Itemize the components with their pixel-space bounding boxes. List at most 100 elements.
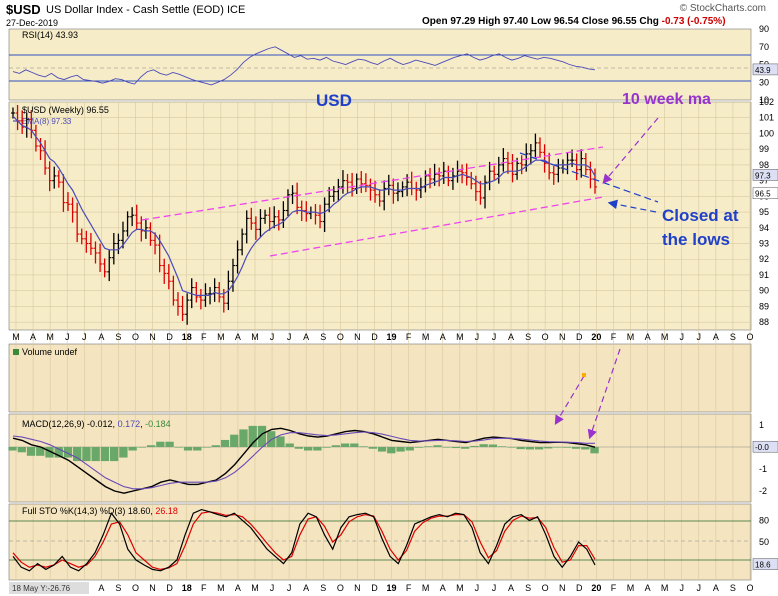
- price-bar: [464, 163, 469, 186]
- macd-hist-bar: [571, 447, 581, 449]
- macd-hist-bar: [165, 441, 174, 447]
- x-tick-label: A: [645, 332, 651, 342]
- rsi-tick-label: 10: [759, 95, 769, 105]
- x-tick-label-bottom: 20: [591, 583, 601, 593]
- price-bar: [400, 181, 405, 198]
- quote-high-value: 97.40: [503, 16, 529, 27]
- arrow-ma: [602, 117, 659, 184]
- price-bar: [533, 133, 538, 159]
- macd-hist-bar: [442, 447, 451, 448]
- macd-hist-bar: [304, 447, 313, 451]
- x-tick-label-bottom: 18: [182, 583, 192, 593]
- volume-panel: [8, 343, 752, 413]
- x-tick-label: M: [422, 332, 430, 342]
- price-bar: [185, 293, 190, 325]
- macd-hist-bar: [470, 445, 479, 447]
- price-bar: [428, 167, 433, 189]
- price-tick-label: 99: [759, 144, 769, 154]
- macd-hist-bar: [110, 447, 119, 462]
- x-tick-label-bottom: A: [98, 583, 104, 593]
- x-tick-label: J: [697, 332, 702, 342]
- x-tick-label: D: [371, 332, 378, 342]
- price-bar: [336, 178, 341, 201]
- price-bar: [194, 282, 199, 303]
- price-bar: [276, 210, 281, 231]
- price-bar: [180, 295, 185, 322]
- macd-hist-bar: [553, 447, 562, 448]
- price-bar: [538, 137, 543, 158]
- price-bar: [528, 143, 533, 165]
- price-bar: [450, 167, 455, 190]
- macd-hist-bar: [248, 425, 257, 447]
- arrow-lows: [607, 199, 657, 213]
- x-tick-label: O: [132, 332, 139, 342]
- macd-hist-bar: [128, 447, 137, 451]
- macd-hist-bar: [424, 446, 433, 447]
- macd-hist-bar: [26, 447, 36, 456]
- ema-label: EMA(8) 97.33: [22, 117, 72, 126]
- x-tick-label-bottom: J: [697, 583, 702, 593]
- sto-label-2: 26.18: [155, 506, 178, 516]
- macd-panel: [8, 413, 752, 503]
- x-tick-label: M: [46, 332, 54, 342]
- macd-hist-bar: [285, 443, 294, 447]
- x-tick-label-bottom: 19: [387, 583, 397, 593]
- x-tick-label: 18: [182, 332, 192, 342]
- sto-k-series: [12, 508, 596, 572]
- quote-chg: Chg -0.73 (-0.75%): [639, 16, 726, 27]
- price-bar: [258, 209, 263, 238]
- macd-hist-bar: [377, 447, 387, 452]
- x-tick-label: D: [576, 332, 583, 342]
- price-panel: [8, 101, 752, 331]
- price-tick-label: 95: [759, 207, 769, 217]
- macd-hist-bar: [193, 447, 202, 451]
- x-tick-label: A: [303, 332, 309, 342]
- price-bar: [281, 201, 286, 228]
- price-bar: [519, 155, 524, 175]
- macd-hist-bar: [8, 447, 17, 451]
- x-tick-label-bottom: O: [132, 583, 139, 593]
- macd-value-tag-box: [752, 440, 778, 453]
- macd-hist-bar: [156, 441, 165, 447]
- macd-hist-bar: [45, 447, 54, 458]
- macd-label-3: -0.184: [145, 419, 171, 429]
- macd-hist-bar: [322, 447, 331, 448]
- sto-tick-label: 50: [759, 537, 769, 547]
- price-bar: [551, 165, 556, 185]
- sto-value-tag-box: [752, 558, 778, 570]
- sto-tick-label: 80: [759, 515, 769, 525]
- quote-high: High 97.40: [478, 16, 529, 27]
- x-tick-label-bottom: J: [492, 583, 497, 593]
- macd-hist-bar: [119, 447, 128, 458]
- macd-hist-bar: [581, 447, 590, 450]
- price-tick-label: 102: [759, 97, 774, 107]
- price-bar: [244, 210, 249, 244]
- price-bar: [505, 151, 510, 174]
- ema-value-tag: 97.3: [755, 171, 771, 180]
- price-bar: [373, 180, 378, 203]
- trend-blue-dashed: [519, 152, 659, 203]
- price-bar: [125, 211, 130, 237]
- instrument-name-text: US Dollar Index - Cash Settle (EOD): [46, 4, 224, 16]
- x-tick-label: 19: [387, 332, 397, 342]
- price-bar: [579, 149, 584, 178]
- price-bar: [391, 178, 396, 204]
- quote-low-value: 96.54: [553, 16, 579, 27]
- x-tick-label: N: [559, 332, 566, 342]
- macd-hist-bar: [461, 447, 470, 449]
- price-bar: [588, 161, 593, 189]
- macd-hist-bar: [36, 447, 45, 456]
- price-bar: [88, 232, 93, 255]
- x-tick-label: S: [320, 332, 326, 342]
- macd-label: MACD(12,26,9) -0.012, 0.172, -0.184: [22, 419, 171, 429]
- price-bar: [111, 232, 116, 265]
- x-tick-label-bottom: M: [456, 583, 464, 593]
- macd-hist-bar: [202, 447, 211, 448]
- macd-hist-bar: [507, 447, 516, 448]
- x-tick-label-bottom: F: [611, 583, 617, 593]
- x-tick-label: A: [30, 332, 36, 342]
- x-tick-label-bottom: F: [201, 583, 207, 593]
- x-tick-label-bottom: S: [525, 583, 531, 593]
- rsi-tick-label: 70: [759, 42, 769, 52]
